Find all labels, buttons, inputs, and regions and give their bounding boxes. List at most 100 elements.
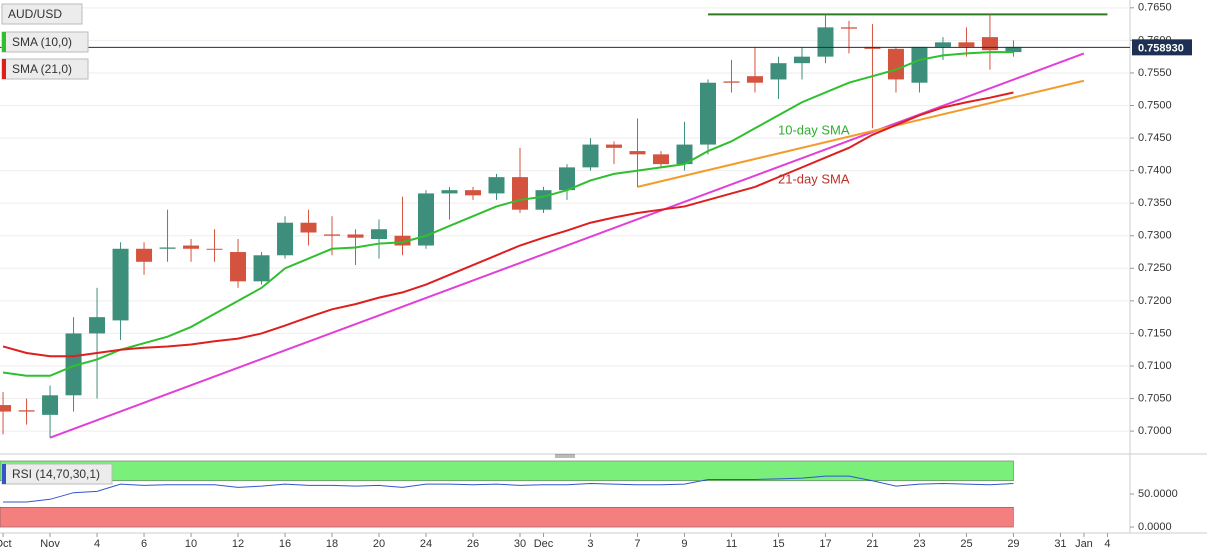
y-tick-label: 0.7500 <box>1138 99 1172 111</box>
price-panel <box>0 0 1130 450</box>
legend-swatch <box>2 32 6 52</box>
candle-body <box>89 317 106 334</box>
x-tick-label: 21 <box>866 538 878 550</box>
y-tick-label: 0.7650 <box>1138 2 1172 14</box>
y-tick-label: 0.7200 <box>1138 295 1172 307</box>
legend-swatch <box>2 464 6 484</box>
candle-body <box>605 144 622 148</box>
y-tick-label: 0.7250 <box>1138 262 1172 274</box>
candle-body <box>488 177 505 194</box>
candle-body <box>652 154 669 165</box>
x-tick-label: 30 <box>514 538 526 550</box>
candle-body <box>441 190 458 194</box>
x-tick-label: 17 <box>819 538 831 550</box>
candle-body <box>394 235 411 246</box>
x-tick-label: 20 <box>373 538 385 550</box>
candle-body <box>465 190 482 196</box>
x-tick-label: 6 <box>141 538 147 550</box>
x-tick-label: 3 <box>587 538 593 550</box>
candle-body <box>887 48 904 80</box>
y-tick-label: 0.7350 <box>1138 197 1172 209</box>
candle-body <box>817 27 834 57</box>
candle-body <box>159 247 176 249</box>
x-tick-label: Nov <box>40 538 60 550</box>
y-tick-label: 50.0000 <box>1138 488 1178 500</box>
legend-swatch <box>2 59 6 79</box>
x-tick-label: 7 <box>634 538 640 550</box>
legend-title: AUD/USD <box>8 7 62 21</box>
y-tick-label: 0.7100 <box>1138 360 1172 372</box>
candle-body <box>840 27 857 29</box>
candle-body <box>864 46 881 49</box>
candle-body <box>42 395 59 415</box>
candle-body <box>535 190 552 210</box>
candle-body <box>1005 46 1022 53</box>
y-tick-label: 0.7150 <box>1138 327 1172 339</box>
candle-body <box>793 56 810 64</box>
candle-body <box>112 248 129 321</box>
x-tick-label: 23 <box>913 538 925 550</box>
x-tick-label: 10 <box>185 538 197 550</box>
trend-line <box>637 79 1085 188</box>
legend-label: SMA (10,0) <box>12 35 72 49</box>
sma-line <box>2 51 1014 377</box>
candle-body <box>183 245 200 249</box>
y-tick-label: 0.0000 <box>1138 521 1172 533</box>
x-tick-label: Jan <box>1075 538 1093 550</box>
candle-body <box>582 144 599 168</box>
candle-body <box>371 229 388 240</box>
x-tick-label: 11 <box>726 538 737 550</box>
candle-body <box>512 177 529 210</box>
x-tick-label: 9 <box>681 538 687 550</box>
candle-body <box>300 222 317 233</box>
candle-body <box>676 144 693 165</box>
candle-body <box>629 151 646 155</box>
y-tick-label: 0.7450 <box>1138 132 1172 144</box>
x-tick-label: 31 <box>1054 538 1066 550</box>
annotation: 10-day SMA <box>778 122 850 137</box>
trend-line <box>49 52 1085 439</box>
candle-body <box>981 37 998 51</box>
x-tick-label: 26 <box>467 538 479 550</box>
candle-body <box>65 333 82 396</box>
candle-body <box>958 42 975 47</box>
legend-label: RSI (14,70,30,1) <box>12 467 100 481</box>
x-tick-label: 29 <box>1007 538 1019 550</box>
x-tick-label: 4 <box>1104 538 1110 550</box>
candle-body <box>230 252 247 282</box>
x-tick-label: 12 <box>232 538 244 550</box>
x-tick-label: 25 <box>960 538 972 550</box>
x-tick-label: 15 <box>772 538 784 550</box>
sma-line <box>2 91 1014 358</box>
x-tick-label: 16 <box>279 538 291 550</box>
x-tick-label: Oct <box>0 538 12 550</box>
candle-body <box>699 82 716 145</box>
candle-body <box>136 248 153 262</box>
y-tick-label: 0.7000 <box>1138 425 1172 437</box>
x-tick-label: Dec <box>534 538 554 550</box>
last-price-box <box>1132 39 1192 56</box>
y-tick-label: 0.7050 <box>1138 392 1172 404</box>
rsi-line <box>3 475 1014 503</box>
candle-body <box>324 234 341 236</box>
candle-body <box>347 234 364 238</box>
x-tick-label: 24 <box>420 538 432 550</box>
x-tick-label: 18 <box>326 538 338 550</box>
x-tick-label: 4 <box>94 538 100 550</box>
last-price-label: 0.758930 <box>1138 42 1184 54</box>
candle-body <box>934 42 951 47</box>
y-tick-label: 0.7400 <box>1138 165 1172 177</box>
legend-box <box>1 3 83 25</box>
candle-body <box>770 63 787 80</box>
legend-label: SMA (21,0) <box>12 62 72 76</box>
candle-body <box>206 248 223 250</box>
rsi-band <box>0 506 1014 528</box>
candle-body <box>18 410 35 412</box>
rsi-band <box>0 460 1014 482</box>
annotation: 21-day SMA <box>778 171 850 186</box>
candle-body <box>723 81 740 83</box>
candle-body <box>911 46 928 83</box>
candle-body <box>746 76 763 83</box>
candle-body <box>558 167 575 191</box>
